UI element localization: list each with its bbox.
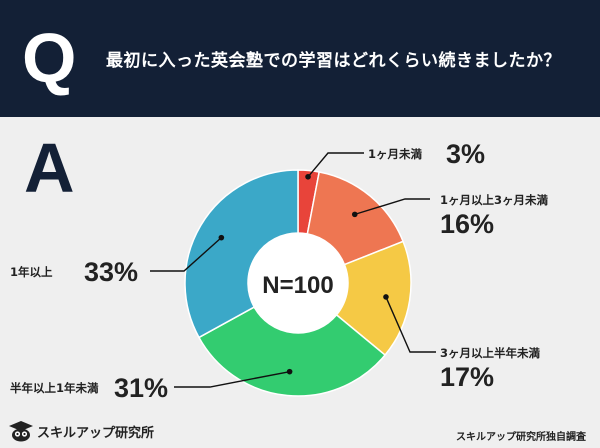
value-label: 17% (440, 362, 494, 392)
donut-chart: N=100 1ヶ月未満 3% 1ヶ月以上3ヶ月未満 16% 3ヶ月以上半年未満 17% 半年… (10, 139, 549, 403)
value-label: 3% (446, 139, 485, 169)
value-label: 31% (114, 373, 168, 403)
donut-slice (197, 306, 387, 397)
donut-hole (248, 233, 348, 333)
donut-slices (184, 169, 412, 397)
value-label: 16% (440, 209, 494, 239)
callout-line (385, 296, 436, 353)
graduation-owl-icon (9, 421, 33, 442)
center-label: N=100 (262, 272, 333, 299)
callouts: 1ヶ月未満 3% 1ヶ月以上3ヶ月未満 16% 3ヶ月以上半年未満 17% 半年以上1年未満… (10, 139, 549, 403)
question-text: 最初に入った英会塾での学習はどれくらい続きましたか？ (106, 51, 561, 71)
category-label: 1年以上 (10, 265, 53, 279)
callout-line (174, 370, 290, 388)
value-label: 33% (84, 257, 138, 287)
category-label: 1ヶ月未満 (368, 147, 423, 161)
logo-text: スキルアップ研究所 (37, 425, 155, 441)
answer-letter: A (24, 129, 75, 207)
question-banner: Q 最初に入った英会塾での学習はどれくらい続きましたか？ (0, 0, 600, 117)
source-note: スキルアップ研究所独自調査 (456, 432, 586, 443)
callout-line (354, 198, 430, 216)
callout-line (307, 152, 364, 178)
question-letter: Q (22, 19, 77, 97)
callout-line (150, 237, 222, 272)
brand-logo: スキルアップ研究所 (8, 420, 154, 442)
category-label: 1ヶ月以上3ヶ月未満 (440, 193, 549, 207)
category-label: 半年以上1年未満 (10, 381, 99, 395)
category-label: 3ヶ月以上半年未満 (440, 346, 541, 360)
